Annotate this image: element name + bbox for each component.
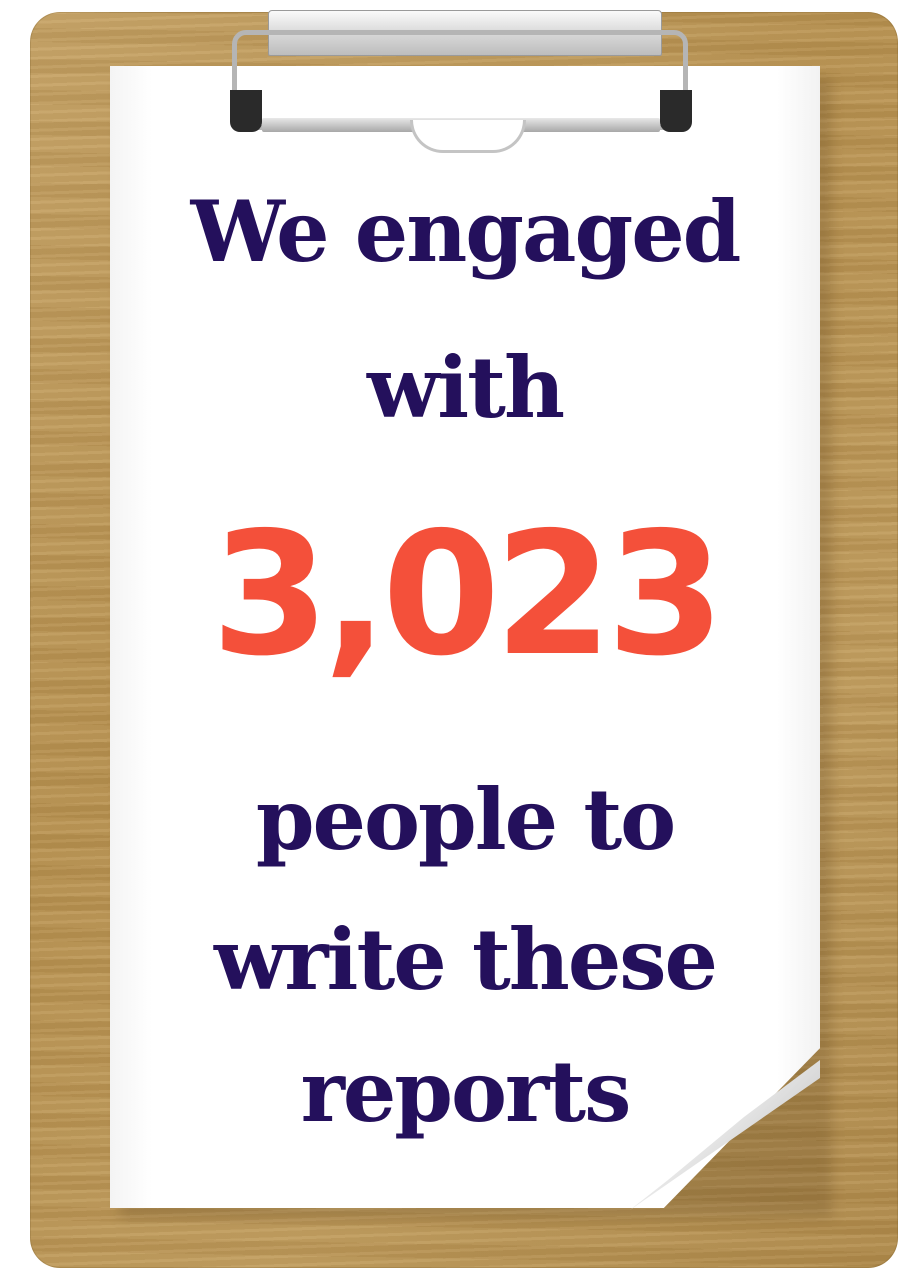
headline-line-1: We engaged bbox=[190, 182, 742, 281]
body-line-2: write these bbox=[213, 910, 718, 1009]
paper-clip-icon bbox=[232, 30, 688, 130]
clip-notch bbox=[410, 120, 526, 153]
clip-grip-right bbox=[660, 90, 692, 132]
engagement-count: 3,023 bbox=[211, 496, 725, 694]
body-line-1: people to bbox=[255, 770, 676, 869]
clip-grip-left bbox=[230, 90, 262, 132]
headline-line-2: with bbox=[366, 338, 565, 437]
body-line-3: reports bbox=[300, 1042, 632, 1141]
paper-sheet bbox=[110, 66, 820, 1208]
